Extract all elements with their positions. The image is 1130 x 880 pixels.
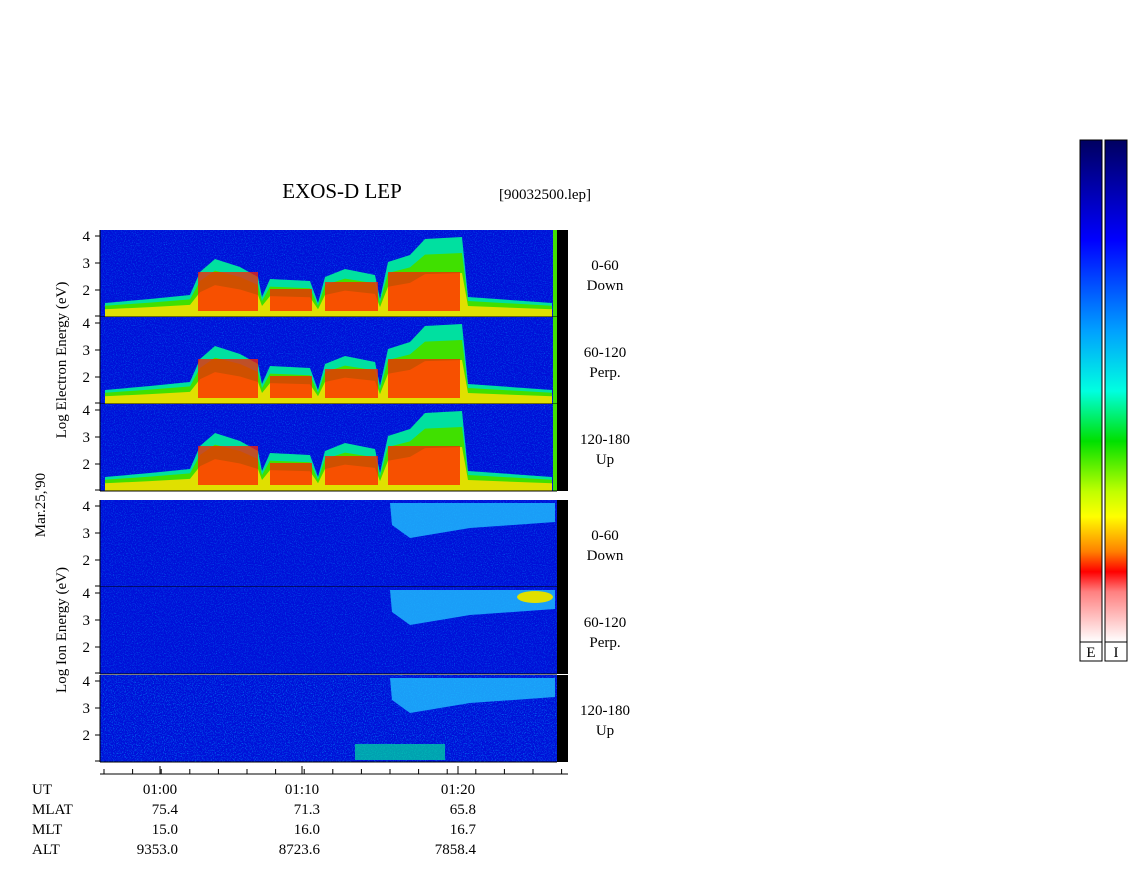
spectrogram-hot bbox=[198, 359, 258, 398]
row-label: MLAT bbox=[32, 802, 73, 818]
colorbar-e bbox=[1079, 139, 1103, 643]
y-tick-label: 3 bbox=[83, 526, 91, 542]
panel-range: 120-180 bbox=[580, 703, 630, 719]
spectrogram-hot bbox=[325, 369, 378, 398]
y-tick-label: 2 bbox=[83, 457, 91, 473]
row-label: UT bbox=[32, 782, 52, 798]
spectrogram-edge bbox=[553, 317, 557, 404]
y-tick-label: 4 bbox=[83, 586, 91, 602]
y-tick-label: 2 bbox=[83, 553, 91, 569]
y-tick-label: 3 bbox=[83, 613, 91, 629]
panel-direction: Down bbox=[587, 278, 624, 294]
y-tick-label: 4 bbox=[83, 674, 91, 690]
data-gap bbox=[557, 587, 568, 674]
y-tick-label: 3 bbox=[83, 701, 91, 717]
spectrogram-hot bbox=[325, 282, 378, 311]
spectrogram-band bbox=[355, 744, 445, 760]
data-gap bbox=[557, 317, 568, 404]
date: Mar.25,'90 bbox=[33, 473, 49, 537]
spectrogram-hot bbox=[325, 456, 378, 485]
y-tick-label: 3 bbox=[83, 256, 91, 272]
row-value: 9353.0 bbox=[137, 842, 178, 858]
data-gap bbox=[557, 404, 568, 491]
spectrogram-hot bbox=[270, 376, 312, 398]
time-tick-label: 01:10 bbox=[285, 782, 319, 798]
y-tick-label: 2 bbox=[83, 728, 91, 744]
title: EXOS-D LEP bbox=[282, 179, 402, 203]
data-gap bbox=[557, 230, 568, 317]
y-tick-label: 3 bbox=[83, 343, 91, 359]
spectrogram-band bbox=[390, 590, 555, 625]
y-tick-label: 4 bbox=[83, 403, 91, 419]
panel-range: 60-120 bbox=[584, 615, 627, 631]
colorbar-label: E bbox=[1086, 645, 1095, 661]
panel-range: 60-120 bbox=[584, 345, 627, 361]
y-tick-label: 4 bbox=[83, 499, 91, 515]
y-tick-label: 4 bbox=[83, 316, 91, 332]
data-gap bbox=[557, 500, 568, 587]
spectrogram-edge bbox=[553, 230, 557, 317]
spectrogram-hot bbox=[388, 359, 460, 398]
time-tick-label: 01:20 bbox=[441, 782, 475, 798]
spectrogram-band bbox=[390, 503, 555, 538]
file-name: [90032500.lep] bbox=[499, 187, 591, 203]
panel-direction: Perp. bbox=[589, 365, 620, 381]
panel-range: 0-60 bbox=[591, 528, 619, 544]
spectrogram-hot bbox=[198, 272, 258, 311]
electron-axis-label: Log Electron Energy (eV) bbox=[54, 282, 70, 439]
panel-direction: Down bbox=[587, 548, 624, 564]
row-value: 65.8 bbox=[450, 802, 476, 818]
row-label: ALT bbox=[32, 842, 60, 858]
data-gap bbox=[557, 675, 568, 762]
row-value: 16.7 bbox=[450, 822, 477, 838]
colorbar-label-box bbox=[1079, 641, 1103, 662]
colorbar-i bbox=[1104, 139, 1128, 643]
spectrogram-edge bbox=[553, 404, 557, 491]
panel-range: 120-180 bbox=[580, 432, 630, 448]
panel-direction: Up bbox=[596, 452, 614, 468]
ion-axis-label: Log Ion Energy (eV) bbox=[54, 567, 70, 693]
row-value: 8723.6 bbox=[279, 842, 321, 858]
time-tick-label: 01:00 bbox=[143, 782, 177, 798]
spectrogram-band bbox=[390, 678, 555, 713]
row-value: 15.0 bbox=[152, 822, 178, 838]
spectrogram-hot bbox=[270, 289, 312, 311]
row-label: MLT bbox=[32, 822, 62, 838]
y-tick-label: 4 bbox=[83, 229, 91, 245]
spectrogram-hot bbox=[270, 463, 312, 485]
spectrogram-hot bbox=[517, 591, 553, 603]
y-tick-label: 2 bbox=[83, 283, 91, 299]
panel-direction: Up bbox=[596, 723, 614, 739]
row-value: 16.0 bbox=[294, 822, 320, 838]
y-tick-label: 3 bbox=[83, 430, 91, 446]
row-value: 71.3 bbox=[294, 802, 320, 818]
y-tick-label: 2 bbox=[83, 640, 91, 656]
panel-range: 0-60 bbox=[591, 258, 619, 274]
row-value: 75.4 bbox=[152, 802, 179, 818]
row-value: 7858.4 bbox=[435, 842, 477, 858]
colorbar-label-box bbox=[1104, 641, 1128, 662]
spectrogram-hot bbox=[198, 446, 258, 485]
spectrogram-hot bbox=[388, 272, 460, 311]
spectrogram-hot bbox=[388, 446, 460, 485]
panel-direction: Perp. bbox=[589, 635, 620, 651]
y-tick-label: 2 bbox=[83, 370, 91, 386]
colorbar-label: I bbox=[1114, 645, 1119, 661]
